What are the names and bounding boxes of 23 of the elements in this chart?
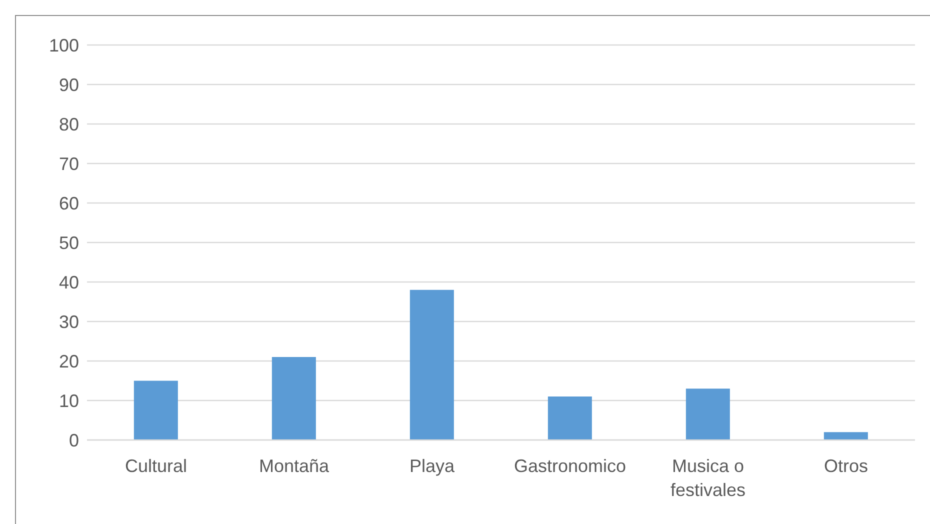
x-tick-label: Gastronomico: [514, 456, 626, 476]
y-tick-label: 50: [58, 232, 79, 253]
bar: [824, 432, 868, 440]
x-tick-label: Montaña: [258, 456, 330, 476]
bar: [410, 290, 454, 440]
y-tick-label: 0: [68, 430, 79, 450]
bar: [272, 357, 316, 440]
x-tick-label: Playa: [409, 456, 456, 476]
bar: [134, 380, 178, 440]
bar: [686, 388, 730, 440]
y-tick-label: 40: [58, 272, 79, 292]
y-tick-label: 70: [58, 154, 79, 174]
y-tick-label: 80: [58, 114, 79, 134]
x-tick-label: Otros: [824, 456, 868, 476]
y-tick-label: 30: [58, 312, 79, 332]
y-tick-label: 100: [48, 35, 79, 56]
y-tick-label: 90: [58, 74, 79, 95]
bar: [548, 396, 592, 440]
y-tick-label: 10: [58, 390, 79, 411]
x-tick-label: Musica o festivales: [670, 456, 746, 500]
x-tick-label: Cultural: [124, 456, 188, 476]
y-tick-label: 60: [58, 193, 79, 214]
y-tick-label: 20: [58, 351, 79, 372]
